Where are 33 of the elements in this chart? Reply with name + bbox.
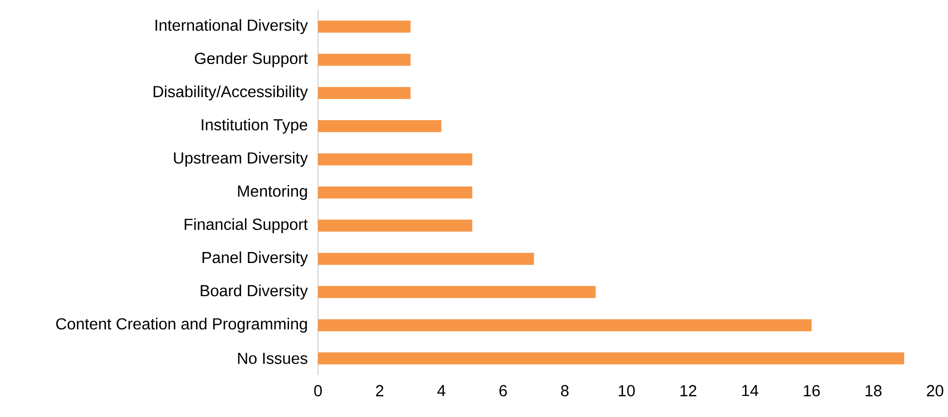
- x-tick-label: 0: [314, 385, 322, 396]
- bar: [318, 319, 812, 332]
- bar: [318, 54, 411, 66]
- bar: [318, 120, 442, 132]
- x-tick-label: 8: [561, 385, 569, 396]
- y-tick-label: Institution Type: [202, 118, 308, 134]
- x-tick-label: 20: [926, 385, 944, 396]
- y-tick-label: Mentoring: [238, 185, 307, 200]
- bar: [318, 186, 472, 199]
- x-tick-label: 18: [866, 385, 882, 396]
- bar: [318, 352, 904, 364]
- bar: [318, 220, 472, 232]
- x-tick-label: 4: [437, 385, 446, 396]
- y-tick-label: International Diversity: [156, 19, 308, 34]
- bar: [318, 153, 472, 166]
- x-tick-label: 6: [499, 385, 507, 396]
- x-tick-label: 12: [680, 385, 696, 396]
- x-tick-label: 10: [618, 385, 635, 396]
- bar: [318, 252, 534, 265]
- bar: [318, 20, 411, 33]
- x-tick-label: 14: [742, 385, 758, 396]
- y-tick-label: Content Creation and Programming: [56, 318, 307, 333]
- y-tick-label: No Issues: [238, 352, 308, 364]
- y-tick-label: Gender Support: [194, 52, 308, 68]
- y-tick-label: Disability/Accessibility: [154, 86, 308, 100]
- y-tick-label: Financial Support: [184, 218, 308, 234]
- bar: [318, 286, 596, 298]
- bar: [318, 86, 411, 99]
- y-tick-label: Panel Diversity: [202, 251, 308, 266]
- y-tick-label: Board Diversity: [200, 284, 308, 300]
- x-tick-label: 16: [804, 385, 820, 396]
- x-tick-label: 2: [376, 385, 384, 396]
- y-tick-label: Upstream Diversity: [174, 152, 308, 167]
